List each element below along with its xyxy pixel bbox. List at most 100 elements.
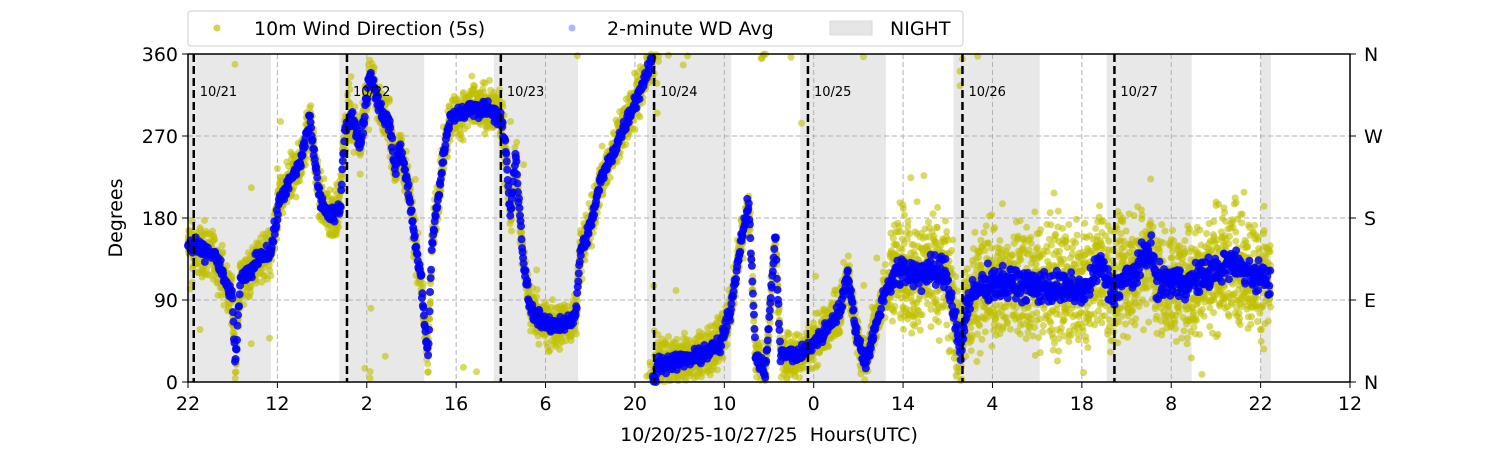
raw-point <box>274 165 281 172</box>
raw-point <box>1124 334 1131 341</box>
raw-point <box>425 368 432 375</box>
raw-point <box>798 120 805 127</box>
raw-point <box>996 237 1003 244</box>
raw-point <box>636 113 643 120</box>
raw-point <box>673 336 680 343</box>
raw-point <box>943 321 950 328</box>
raw-point <box>508 228 515 235</box>
raw-point <box>964 265 971 272</box>
raw-point <box>231 61 238 68</box>
raw-point <box>1096 202 1103 209</box>
raw-point <box>905 218 912 225</box>
raw-point <box>891 303 898 310</box>
raw-point <box>1084 344 1091 351</box>
raw-point <box>1031 324 1038 331</box>
raw-point <box>672 287 679 294</box>
raw-point <box>980 229 987 236</box>
raw-point <box>991 224 998 231</box>
raw-point <box>976 322 983 329</box>
raw-point <box>968 347 975 354</box>
raw-point <box>920 172 927 179</box>
raw-point <box>1059 225 1066 232</box>
raw-point <box>427 298 434 305</box>
raw-point <box>197 326 204 333</box>
raw-point <box>1058 325 1065 332</box>
raw-point <box>919 311 926 318</box>
raw-point <box>460 137 467 144</box>
raw-point <box>1073 216 1080 223</box>
raw-point <box>981 247 988 254</box>
raw-point <box>949 236 956 243</box>
raw-point <box>473 368 480 375</box>
raw-point <box>520 161 527 168</box>
raw-point <box>983 222 990 229</box>
raw-point <box>535 341 542 348</box>
raw-point <box>382 353 389 360</box>
raw-point <box>534 286 541 293</box>
raw-point <box>357 171 364 178</box>
raw-point <box>1039 329 1046 336</box>
raw-point <box>814 362 821 369</box>
raw-point <box>1051 190 1058 197</box>
raw-point <box>1065 221 1072 228</box>
raw-point <box>1061 316 1068 323</box>
raw-point <box>1105 237 1112 244</box>
raw-point <box>420 280 427 287</box>
raw-point <box>1033 309 1040 316</box>
raw-point <box>1092 225 1099 232</box>
raw-point <box>935 318 942 325</box>
raw-point <box>1034 244 1041 251</box>
raw-point <box>1072 239 1079 246</box>
raw-point <box>1080 369 1087 376</box>
raw-point <box>471 83 478 90</box>
raw-point <box>201 217 208 224</box>
raw-point <box>277 118 284 125</box>
raw-point <box>211 236 218 243</box>
raw-point <box>486 77 493 84</box>
raw-point <box>233 368 240 375</box>
raw-point <box>917 327 924 334</box>
raw-point <box>1075 336 1082 343</box>
raw-point <box>900 326 907 333</box>
raw-point <box>973 358 980 365</box>
raw-point <box>1107 348 1114 355</box>
raw-point <box>1023 335 1030 342</box>
raw-point <box>1081 220 1088 227</box>
raw-point <box>988 211 995 218</box>
raw-point <box>934 204 941 211</box>
raw-point <box>665 52 672 59</box>
raw-point <box>714 366 721 373</box>
raw-point <box>1047 319 1054 326</box>
raw-point <box>948 247 955 254</box>
raw-point <box>952 273 959 280</box>
raw-point <box>367 305 374 312</box>
raw-point <box>533 266 540 273</box>
raw-point <box>513 139 520 146</box>
raw-point <box>1023 224 1030 231</box>
raw-point <box>1004 319 1011 326</box>
raw-point <box>1052 232 1059 239</box>
raw-point <box>1083 337 1090 344</box>
raw-point <box>367 368 374 375</box>
raw-point <box>882 261 889 268</box>
raw-point <box>999 200 1006 207</box>
raw-point <box>681 330 688 337</box>
raw-point <box>1007 326 1014 333</box>
raw-point <box>248 184 255 191</box>
raw-point <box>925 219 932 226</box>
raw-point <box>366 375 373 382</box>
raw-point <box>1044 248 1051 255</box>
raw-point <box>1017 331 1024 338</box>
raw-point <box>908 330 915 337</box>
raw-point <box>1119 218 1126 225</box>
raw-point <box>897 228 904 235</box>
raw-point <box>978 336 985 343</box>
raw-point <box>232 375 239 382</box>
raw-point <box>1055 348 1062 355</box>
raw-point <box>1122 321 1129 328</box>
raw-point <box>1037 226 1044 233</box>
raw-point <box>1054 357 1061 364</box>
raw-point <box>788 54 795 61</box>
raw-point <box>631 126 638 133</box>
